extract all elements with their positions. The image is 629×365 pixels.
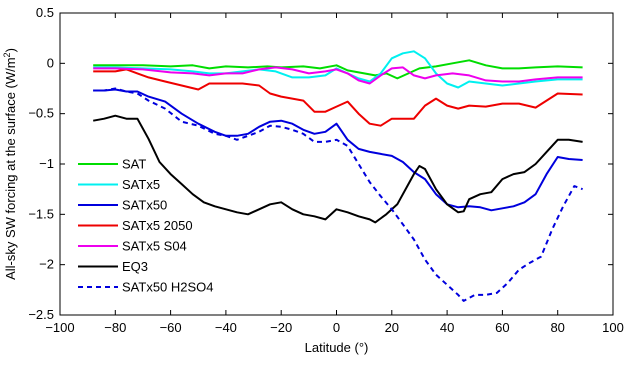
y-tick-label: −2 [39, 257, 54, 272]
y-axis-title-sup: 2 [2, 52, 12, 57]
series-line-4 [93, 66, 583, 85]
y-tick-label: 0.5 [36, 5, 54, 20]
x-tick-label: −80 [104, 320, 126, 335]
y-tick-label: 0 [47, 55, 54, 70]
series-layer [93, 50, 583, 302]
x-tick-label: 40 [440, 320, 454, 335]
x-tick-label: 20 [385, 320, 399, 335]
x-tick-label: −100 [45, 320, 74, 335]
x-tick-label: −60 [160, 320, 182, 335]
series-line-3 [93, 68, 583, 127]
x-axis-title: Latitude (°) [305, 340, 369, 355]
legend: SAT SATx5 SATx50 SATx5 2050 SATx5 S04 EQ3 SATx… [78, 157, 214, 295]
series-line-5 [93, 114, 583, 224]
x-tick-label: 60 [495, 320, 509, 335]
series-line-6 [93, 87, 583, 302]
x-tick-label: 80 [550, 320, 564, 335]
y-axis-title-main: All-sky SW forcing at the surface (W/m [3, 57, 18, 280]
legend-label: EQ3 [122, 259, 148, 274]
legend-label: SATx50 H2SO4 [122, 280, 214, 295]
series-line-1 [93, 50, 583, 89]
x-tick-label: 100 [602, 320, 624, 335]
series-line-0 [93, 59, 583, 80]
legend-label: SATx50 [122, 198, 167, 213]
axis-ticks: −100 −80 −60 −40 −20 0 20 40 60 80 100 0.5 0 −0.5 −1 −1… [28, 5, 624, 335]
x-tick-label: −20 [270, 320, 292, 335]
x-tick-label: 0 [333, 320, 340, 335]
y-tick-label: −1.5 [28, 206, 54, 221]
series-line-2 [93, 88, 583, 212]
y-tick-label: −2.5 [28, 307, 54, 322]
legend-label: SAT [122, 157, 146, 172]
y-axis-title: All-sky SW forcing at the surface (W/m2) [2, 48, 18, 280]
legend-label: SATx5 S04 [122, 239, 187, 254]
y-axis-title-tail: ) [3, 48, 18, 52]
x-tick-label: −40 [215, 320, 237, 335]
y-tick-label: −0.5 [28, 106, 54, 121]
y-tick-label: −1 [39, 156, 54, 171]
legend-label: SATx5 [122, 177, 160, 192]
legend-label: SATx5 2050 [122, 218, 193, 233]
